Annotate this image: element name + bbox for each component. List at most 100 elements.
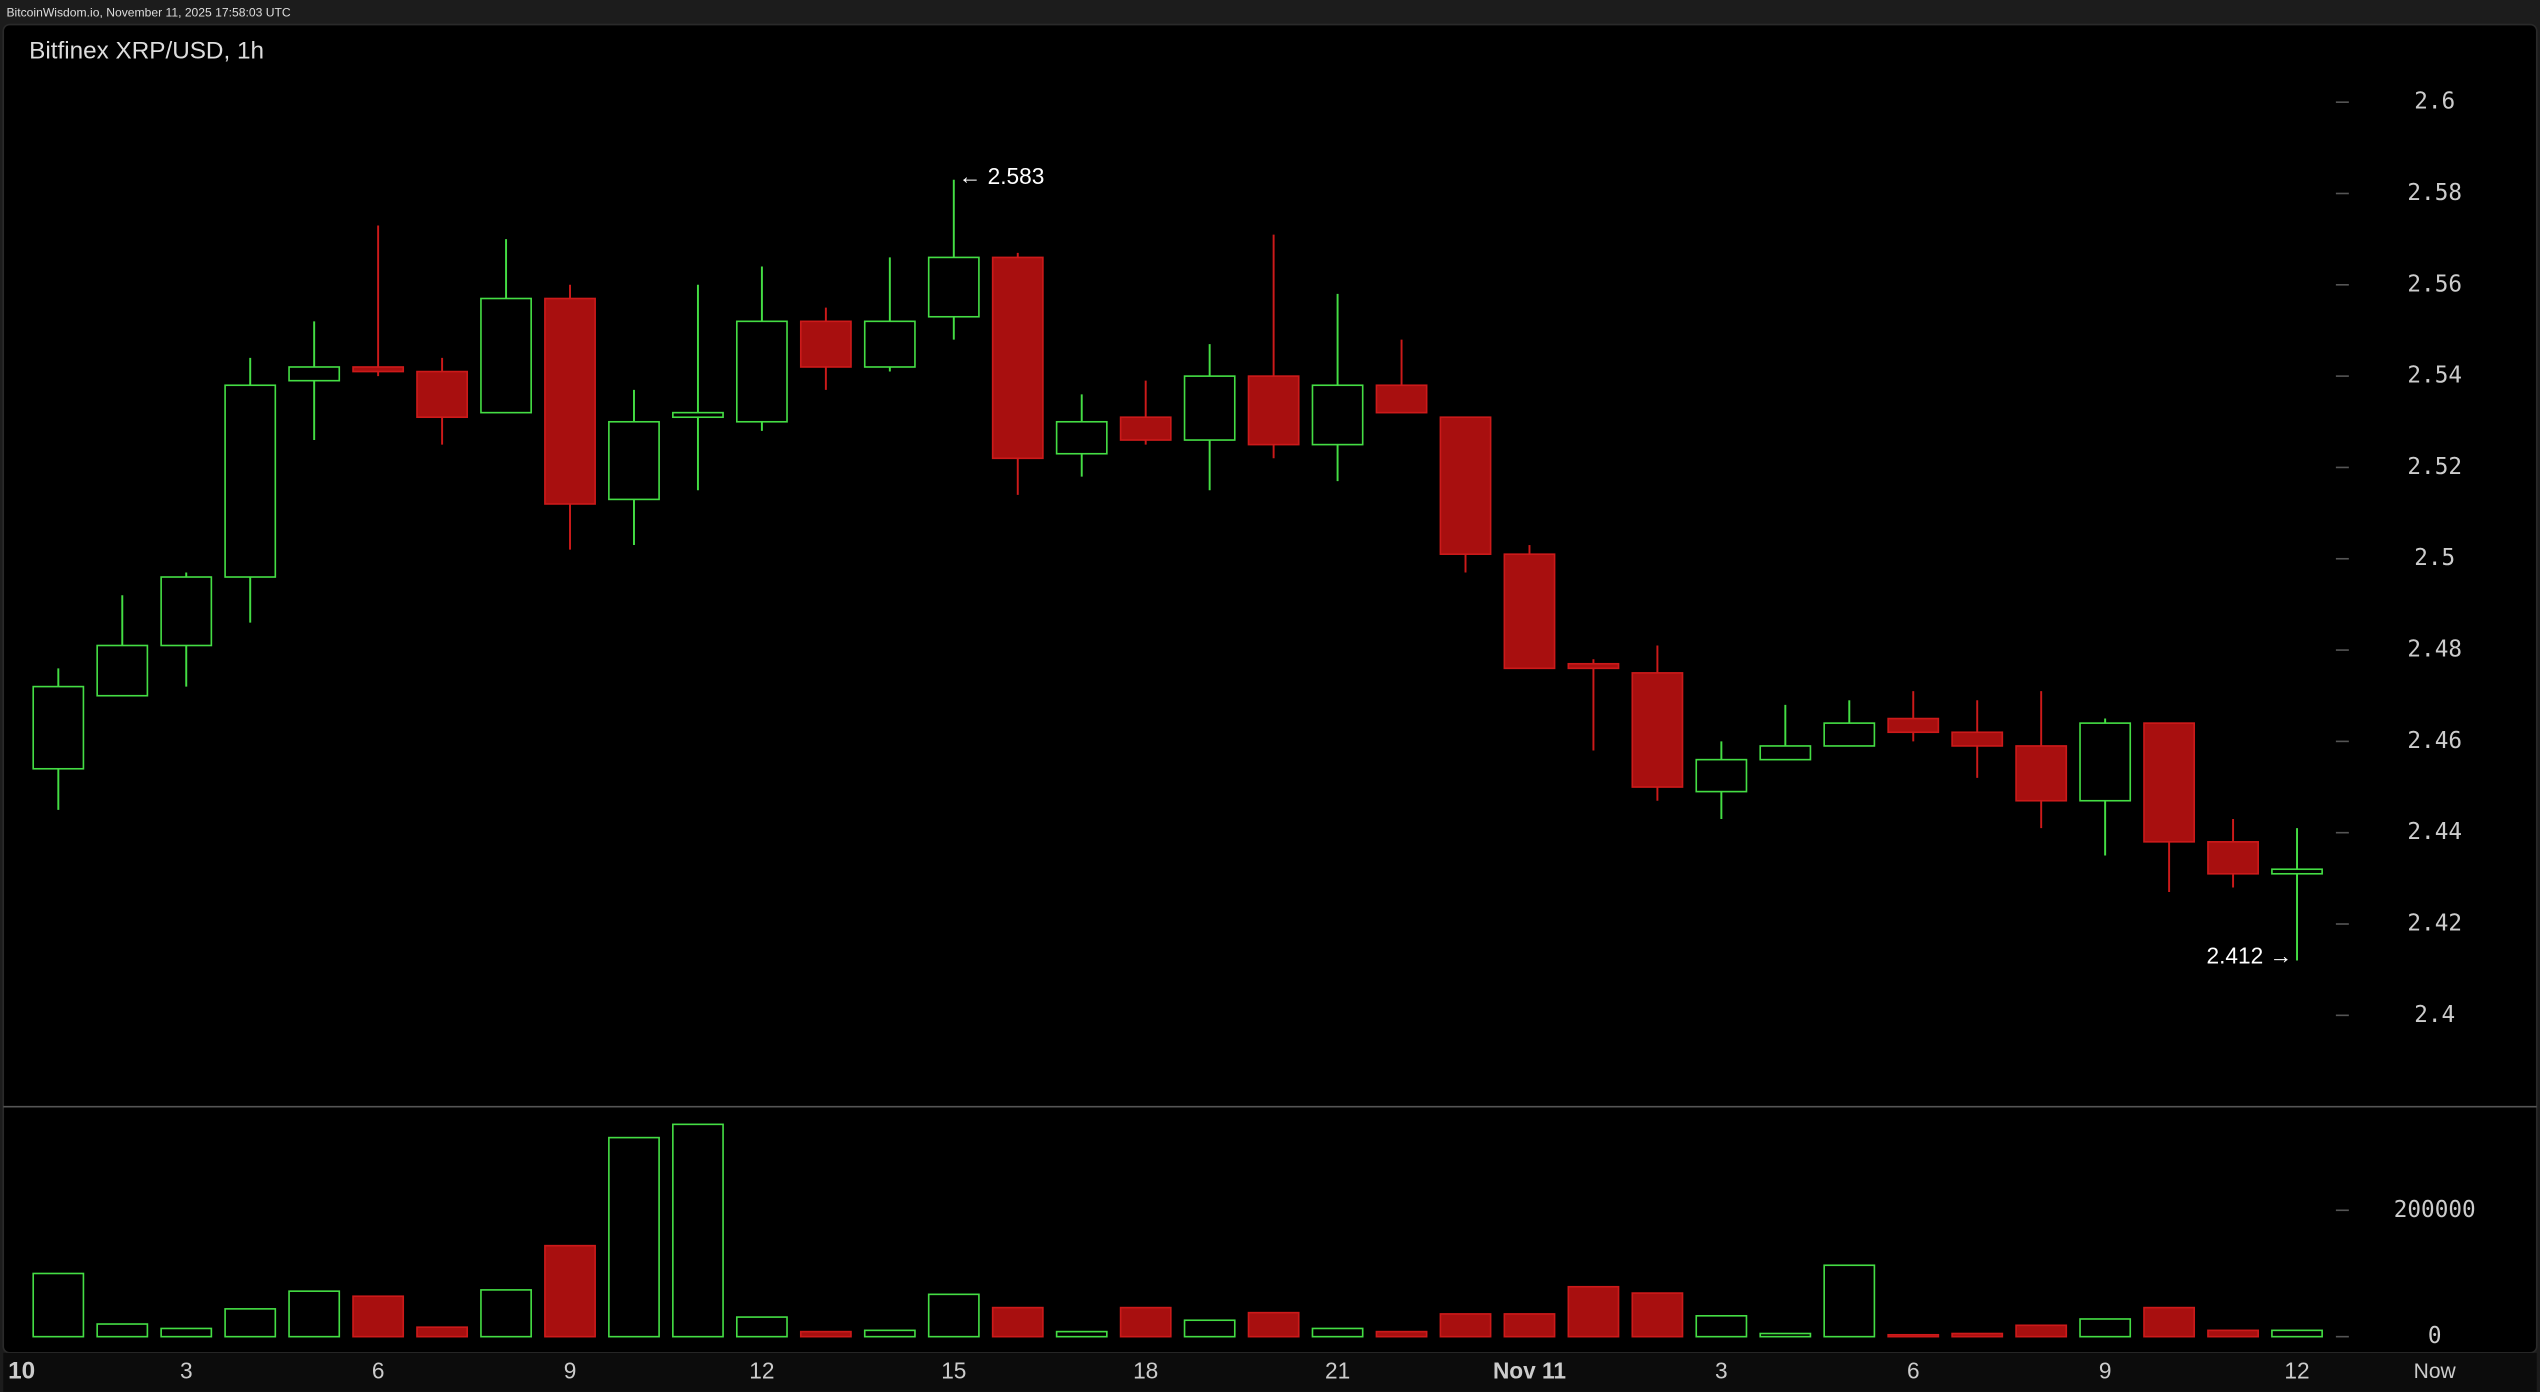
volume-bar [1183, 1319, 1236, 1338]
candle-body [1759, 745, 1812, 761]
y-tick-label: 2.48 [2407, 637, 2462, 663]
candle-body [1567, 662, 1620, 670]
volume-bar [1503, 1313, 1556, 1338]
candle-body [2271, 868, 2323, 875]
candle-body [608, 420, 660, 501]
candle-body [1887, 717, 1940, 734]
candle-body [1375, 384, 1428, 414]
candle-body [2015, 745, 2068, 802]
volume-bar [1695, 1315, 1748, 1338]
volume-bar [799, 1330, 852, 1338]
volume-bar [416, 1326, 469, 1338]
volume-bar [160, 1327, 213, 1338]
candle-body [224, 384, 277, 578]
y-tick-label: 2.56 [2407, 271, 2462, 297]
candle-body [1823, 722, 1876, 747]
y-tick-label: 2.44 [2407, 819, 2462, 845]
volume-bar [927, 1293, 980, 1338]
y-tick-label: 2.6 [2414, 89, 2455, 115]
candle-body [160, 576, 213, 647]
candle-body [1631, 672, 1684, 788]
chart-title: Bitfinex XRP/USD, 1h [29, 38, 264, 65]
candle-body [1311, 384, 1364, 446]
x-tick-label: 12 [2284, 1357, 2309, 1383]
volume-bar [288, 1290, 341, 1338]
candle-body [96, 644, 149, 697]
volume-bar [32, 1272, 85, 1338]
source-label: BitcoinWisdom.io, November 11, 2025 17:5… [6, 5, 290, 19]
candle-body [1247, 375, 1300, 446]
volume-bar [544, 1244, 596, 1338]
volume-tick-label: 200000 [2394, 1197, 2476, 1223]
x-tick-label: 3 [180, 1357, 193, 1383]
candle-body [863, 320, 916, 368]
x-tick-label: 15 [941, 1357, 966, 1383]
volume-bar [1247, 1311, 1300, 1338]
volume-bar [1439, 1313, 1492, 1338]
candle-body [991, 256, 1044, 460]
volume-bar [2143, 1306, 2196, 1338]
candle-body [1183, 375, 1236, 441]
candle-body [1503, 553, 1556, 670]
volume-bar [672, 1123, 724, 1338]
candle-body [480, 297, 532, 414]
volume-bar [991, 1306, 1044, 1338]
x-tick-label: 9 [2099, 1357, 2112, 1383]
candle-body [1951, 731, 2004, 747]
x-tick-label: 6 [1907, 1357, 1920, 1383]
high-annotation: ← 2.583 [959, 163, 1045, 189]
volume-bar [2207, 1329, 2259, 1338]
volume-bar [224, 1308, 277, 1338]
y-tick-label: 2.42 [2407, 911, 2462, 937]
time-axis-bar [3, 1352, 2537, 1392]
candle-body [1439, 416, 1492, 555]
candle-body [416, 370, 469, 419]
volume-bar [96, 1323, 149, 1338]
candle-body [544, 297, 596, 505]
chart-area [2, 23, 2538, 1354]
volume-bar [1823, 1264, 1876, 1338]
candle-body [735, 320, 788, 423]
candle-body [1119, 416, 1172, 441]
candle-body [799, 320, 852, 368]
candle-body [2207, 841, 2259, 875]
x-end-label: Now [2414, 1360, 2457, 1383]
volume-bar [1631, 1292, 1684, 1338]
volume-bar [1887, 1333, 1940, 1338]
volume-bar [1759, 1332, 1812, 1338]
y-tick-label: 2.4 [2414, 1002, 2455, 1028]
volume-bar [1311, 1327, 1364, 1338]
volume-bar [1055, 1330, 1108, 1338]
volume-bar [735, 1316, 788, 1338]
x-tick-label: 3 [1715, 1357, 1728, 1383]
x-tick-label: 21 [1325, 1357, 1350, 1383]
low-annotation: 2.412 → [2207, 942, 2293, 968]
y-tick-label: 2.54 [2407, 363, 2462, 389]
volume-bar [480, 1289, 532, 1338]
candle-body [1695, 758, 1748, 793]
volume-bar [1567, 1285, 1620, 1338]
y-tick-label: 2.46 [2407, 728, 2462, 754]
y-tick-label: 2.5 [2414, 545, 2455, 571]
candle-body [32, 685, 85, 770]
y-tick-label: 2.58 [2407, 180, 2462, 206]
volume-bar [1951, 1332, 2004, 1338]
candle-body [1055, 420, 1108, 455]
y-tick-label: 2.52 [2407, 454, 2462, 480]
candle-body [2143, 722, 2196, 843]
candle-body [352, 366, 405, 373]
volume-tick-label: 0 [2428, 1323, 2442, 1349]
candle-body [288, 366, 341, 382]
x-tick-label: 12 [749, 1357, 774, 1383]
candle-body [2079, 722, 2132, 802]
x-tick-label: 18 [1133, 1357, 1158, 1383]
volume-bar [352, 1295, 405, 1338]
x-tick-label: 6 [372, 1357, 385, 1383]
x-tick-label: Nov 11 [1493, 1357, 1566, 1383]
volume-bar [863, 1329, 916, 1338]
volume-bar [608, 1136, 660, 1338]
volume-bar [2015, 1324, 2068, 1338]
candle-body [672, 411, 724, 419]
x-start-label: 10 [8, 1358, 35, 1385]
